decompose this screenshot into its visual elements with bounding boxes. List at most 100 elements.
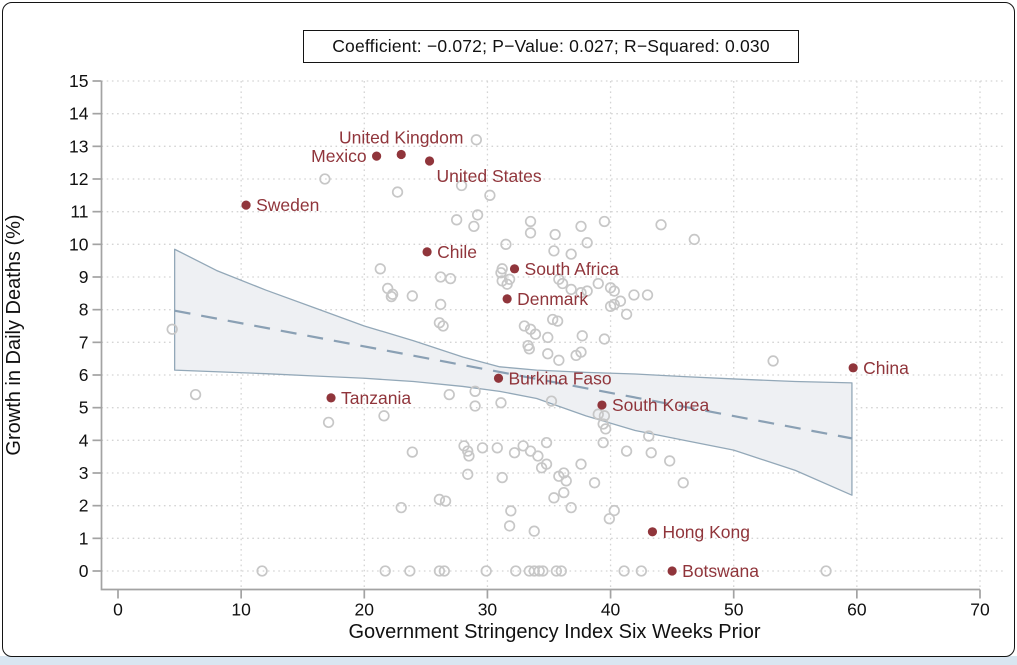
y-tick-label: 7 [79, 332, 89, 352]
scatter-point [643, 430, 655, 442]
data-point-south-africa [509, 264, 520, 274]
scatter-point [386, 288, 399, 300]
x-tick-label: 70 [970, 600, 990, 620]
scatter-point [565, 248, 577, 260]
scatter-point [528, 525, 540, 537]
scatter-point [391, 186, 404, 198]
scatter-point [256, 565, 268, 577]
scatter-point [575, 287, 587, 299]
scatter-point [620, 308, 633, 320]
x-tick-label: 30 [478, 600, 498, 620]
scatter-point [471, 209, 484, 221]
y-tick-label: 13 [69, 136, 88, 156]
scatter-point [688, 233, 700, 246]
scatter-point [598, 333, 611, 345]
scatter-point [468, 220, 480, 233]
scatter-point [542, 331, 554, 344]
scatter-point [433, 317, 446, 329]
country-label: United Kingdom [339, 128, 464, 148]
country-label: Tanzania [341, 388, 411, 408]
scatter-point [501, 278, 513, 290]
scatter-point [523, 343, 535, 355]
scatter-point [545, 395, 558, 407]
scatter-point [556, 277, 569, 290]
scatter-point [581, 285, 593, 297]
scatter-point [592, 277, 604, 290]
scatter-point [378, 410, 390, 422]
scatter-point [537, 565, 549, 577]
scatter-point [437, 320, 449, 332]
scatter-point [433, 493, 446, 506]
y-tick-label: 9 [79, 267, 89, 287]
x-tick-label: 40 [601, 600, 621, 620]
scatter-point [439, 495, 452, 507]
country-label: United States [437, 166, 542, 186]
scatter-point [548, 492, 560, 504]
scatter-point [444, 272, 457, 285]
country-label: South Africa [525, 259, 620, 279]
scatter-point [443, 388, 455, 401]
scatter-point [581, 237, 593, 249]
scatter-point [664, 455, 676, 467]
scatter-point [608, 504, 620, 517]
scatter-point [438, 565, 450, 577]
scatter-point [480, 565, 492, 577]
y-tick-label: 6 [79, 365, 89, 385]
y-tick-label: 12 [69, 169, 88, 189]
data-point-china [848, 363, 858, 373]
scatter-point [496, 471, 508, 484]
country-label: Botswana [682, 561, 759, 581]
scatter-point [434, 298, 447, 311]
data-point-burkina-faso [493, 373, 504, 383]
scatter-point [550, 565, 563, 577]
scatter-point [558, 486, 570, 499]
scatter-point [598, 410, 611, 422]
scatter-point [166, 323, 178, 335]
scatter-point [463, 450, 475, 462]
scatter-point [820, 565, 832, 577]
scatter-point [620, 445, 633, 457]
y-tick-label: 3 [79, 463, 89, 483]
scatter-point [555, 565, 567, 577]
scatter-point [433, 565, 446, 577]
scatter-point [635, 565, 648, 577]
scatter-point [503, 520, 516, 532]
scatter-point [576, 330, 588, 342]
scatter-point [655, 219, 667, 231]
country-label: Mexico [311, 146, 366, 166]
scatter-point [575, 346, 587, 358]
data-point-botswana [667, 566, 677, 576]
country-label: China [863, 358, 909, 378]
scatter-point [588, 477, 601, 489]
stats-title-box: Coefficient: −0.072; P−Value: 0.027; R−S… [303, 30, 799, 63]
scatter-point [462, 445, 474, 457]
y-tick-label: 11 [70, 202, 88, 222]
scatter-point [524, 227, 537, 239]
y-tick-label: 1 [79, 528, 89, 548]
scatter-point [500, 238, 512, 250]
scatter-point [597, 436, 609, 449]
country-label: Sweden [256, 195, 319, 215]
scatter-point [404, 565, 416, 577]
scatter-point [645, 447, 657, 459]
x-tick-label: 10 [231, 600, 251, 620]
scatter-point [535, 462, 548, 474]
scatter-point [374, 263, 386, 275]
scatter-point [379, 565, 391, 577]
scatter-point [548, 245, 560, 257]
confidence-band [173, 248, 853, 496]
stats-title-text: Coefficient: −0.072; P−Value: 0.027; R−S… [332, 36, 770, 56]
x-tick-label: 0 [113, 600, 123, 620]
scatter-point [533, 565, 545, 577]
scatter-point [677, 477, 689, 489]
scatter-point [491, 442, 503, 454]
scatter-point [450, 214, 463, 226]
y-tick-label: 4 [79, 430, 89, 450]
scatter-point [470, 134, 482, 146]
scatter-point [540, 436, 553, 449]
scatter-point [518, 320, 531, 332]
x-axis-title: Government Stringency Index Six Weeks Pr… [348, 621, 761, 643]
scatter-point [592, 408, 604, 420]
country-label: Denmark [517, 289, 588, 309]
